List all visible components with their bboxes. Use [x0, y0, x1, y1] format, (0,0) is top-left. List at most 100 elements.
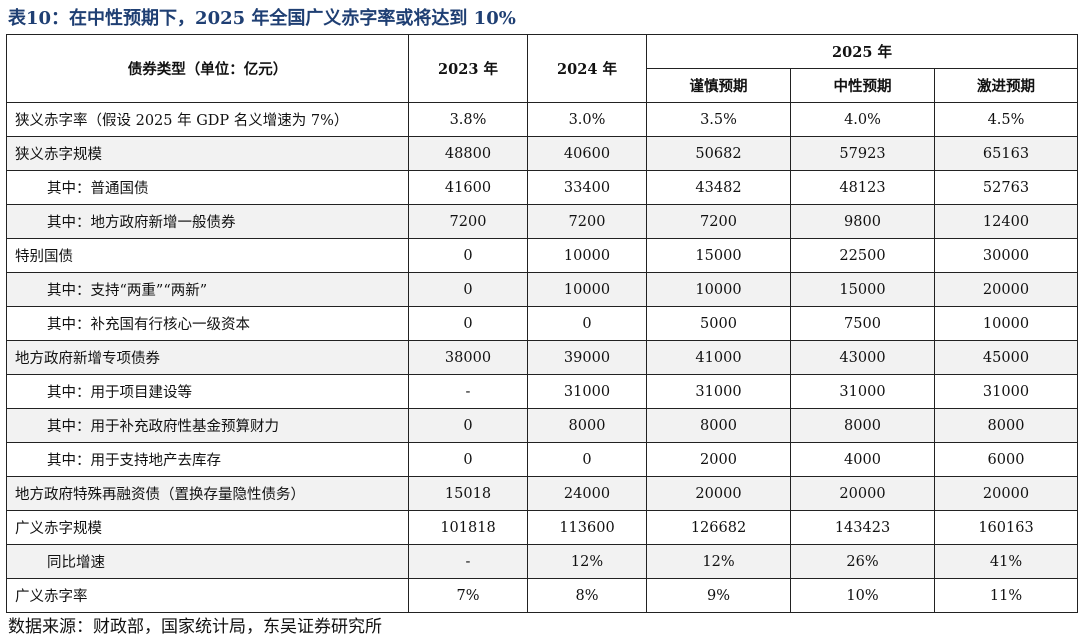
cell-cautious: 12% — [646, 544, 791, 579]
row-label: 地方政府新增专项债券 — [6, 340, 409, 375]
cell-neutral: 22500 — [790, 238, 935, 273]
cell-v2024: 12% — [527, 544, 647, 579]
cell-neutral: 7500 — [790, 306, 935, 341]
cell-aggressive: 52763 — [934, 170, 1078, 205]
row-label: 广义赤字率 — [6, 578, 409, 613]
cell-neutral: 9800 — [790, 204, 935, 239]
row-label: 其中：普通国债 — [6, 170, 409, 205]
cell-aggressive: 20000 — [934, 272, 1078, 307]
cell-v2024: 8% — [527, 578, 647, 613]
cell-v2024: 24000 — [527, 476, 647, 511]
cell-aggressive: 8000 — [934, 408, 1078, 443]
cell-v2023: 15018 — [408, 476, 528, 511]
cell-cautious: 50682 — [646, 136, 791, 171]
cell-aggressive: 45000 — [934, 340, 1078, 375]
cell-v2024: 3.0% — [527, 102, 647, 137]
cell-neutral: 20000 — [790, 476, 935, 511]
cell-neutral: 8000 — [790, 408, 935, 443]
table-row: 狭义赤字规模 48800 40600 50682 57923 65163 — [6, 136, 1078, 171]
cell-cautious: 9% — [646, 578, 791, 613]
row-label: 其中：补充国有行核心一级资本 — [6, 306, 409, 341]
cell-cautious: 43482 — [646, 170, 791, 205]
cell-neutral: 15000 — [790, 272, 935, 307]
cell-v2023: 38000 — [408, 340, 528, 375]
row-label: 其中：地方政府新增一般债券 — [6, 204, 409, 239]
table-row: 广义赤字规模 101818 113600 126682 143423 160163 — [6, 510, 1078, 545]
table-row: 地方政府新增专项债券 38000 39000 41000 43000 45000 — [6, 340, 1078, 375]
cell-v2024: 10000 — [527, 238, 647, 273]
row-label: 其中：用于支持地产去库存 — [6, 442, 409, 477]
cell-v2023: 0 — [408, 306, 528, 341]
header-2023: 2023 年 — [408, 34, 528, 103]
table-title: 表10：在中性预期下，2025 年全国广义赤字率或将达到 10% — [8, 8, 516, 29]
cell-cautious: 7200 — [646, 204, 791, 239]
header-2025: 2025 年 — [646, 34, 1078, 69]
cell-v2024: 31000 — [527, 374, 647, 409]
cell-v2024: 40600 — [527, 136, 647, 171]
cell-neutral: 4000 — [790, 442, 935, 477]
cell-cautious: 31000 — [646, 374, 791, 409]
table-row: 其中：支持“两重”“两新” 0 10000 10000 15000 20000 — [6, 272, 1078, 307]
source-note: 数据来源：财政部，国家统计局，东吴证券研究所 — [8, 617, 382, 637]
row-label: 同比增速 — [6, 544, 409, 579]
row-label: 其中：支持“两重”“两新” — [6, 272, 409, 307]
header-cautious: 谨慎预期 — [646, 68, 791, 103]
cell-v2023: 101818 — [408, 510, 528, 545]
cell-cautious: 15000 — [646, 238, 791, 273]
cell-cautious: 20000 — [646, 476, 791, 511]
cell-v2024: 7200 — [527, 204, 647, 239]
bond-table: 债券类型（单位：亿元） 2023 年 2024 年 2025 年 谨慎预期 中性… — [6, 34, 1078, 613]
table-row: 地方政府特殊再融资债（置换存量隐性债务） 15018 24000 20000 20000… — [6, 476, 1078, 511]
cell-aggressive: 4.5% — [934, 102, 1078, 137]
cell-v2024: 0 — [527, 442, 647, 477]
table-row: 其中：用于支持地产去库存 0 0 2000 4000 6000 — [6, 442, 1078, 477]
cell-aggressive: 10000 — [934, 306, 1078, 341]
cell-neutral: 10% — [790, 578, 935, 613]
row-label: 地方政府特殊再融资债（置换存量隐性债务） — [6, 476, 409, 511]
table-row: 特别国债 0 10000 15000 22500 30000 — [6, 238, 1078, 273]
cell-aggressive: 20000 — [934, 476, 1078, 511]
cell-v2023: 7200 — [408, 204, 528, 239]
row-label: 其中：用于补充政府性基金预算财力 — [6, 408, 409, 443]
cell-v2023: 3.8% — [408, 102, 528, 137]
cell-v2023: 48800 — [408, 136, 528, 171]
table-row: 其中：用于项目建设等 -31000 31000 31000 31000 — [6, 374, 1078, 409]
cell-aggressive: 30000 — [934, 238, 1078, 273]
header-2024: 2024 年 — [527, 34, 647, 103]
table-row: 狭义赤字率（假设 2025 年 GDP 名义增速为 7%） 3.8% 3.0% 3.5… — [6, 102, 1078, 137]
table-row: 其中：地方政府新增一般债券 7200 7200 7200 9800 12400 — [6, 204, 1078, 239]
table-row: 其中：用于补充政府性基金预算财力 0 8000 8000 8000 8000 — [6, 408, 1078, 443]
cell-cautious: 41000 — [646, 340, 791, 375]
cell-v2024: 0 — [527, 306, 647, 341]
row-label: 狭义赤字率（假设 2025 年 GDP 名义增速为 7%） — [6, 102, 409, 137]
cell-neutral: 26% — [790, 544, 935, 579]
cell-v2023: 0 — [408, 272, 528, 307]
cell-aggressive: 65163 — [934, 136, 1078, 171]
cell-cautious: 5000 — [646, 306, 791, 341]
cell-cautious: 126682 — [646, 510, 791, 545]
cell-cautious: 2000 — [646, 442, 791, 477]
cell-v2023: 0 — [408, 442, 528, 477]
cell-aggressive: 160163 — [934, 510, 1078, 545]
cell-v2023: 41600 — [408, 170, 528, 205]
cell-neutral: 57923 — [790, 136, 935, 171]
row-label: 狭义赤字规模 — [6, 136, 409, 171]
table-row: 广义赤字率 7% 8% 9% 10% 11% — [6, 578, 1078, 613]
cell-neutral: 143423 — [790, 510, 935, 545]
cell-neutral: 43000 — [790, 340, 935, 375]
cell-v2023: 7% — [408, 578, 528, 613]
cell-neutral: 31000 — [790, 374, 935, 409]
cell-v2024: 33400 — [527, 170, 647, 205]
header-aggressive: 激进预期 — [934, 68, 1078, 103]
cell-v2024: 39000 — [527, 340, 647, 375]
cell-aggressive: 11% — [934, 578, 1078, 613]
table-body: 狭义赤字率（假设 2025 年 GDP 名义增速为 7%） 3.8% 3.0% 3.5… — [6, 102, 1078, 613]
cell-v2024: 113600 — [527, 510, 647, 545]
cell-neutral: 48123 — [790, 170, 935, 205]
cell-aggressive: 41% — [934, 544, 1078, 579]
cell-cautious: 3.5% — [646, 102, 791, 137]
cell-v2023: - — [408, 374, 528, 409]
cell-cautious: 8000 — [646, 408, 791, 443]
table-row: 其中：普通国债 41600 33400 43482 48123 52763 — [6, 170, 1078, 205]
cell-aggressive: 31000 — [934, 374, 1078, 409]
